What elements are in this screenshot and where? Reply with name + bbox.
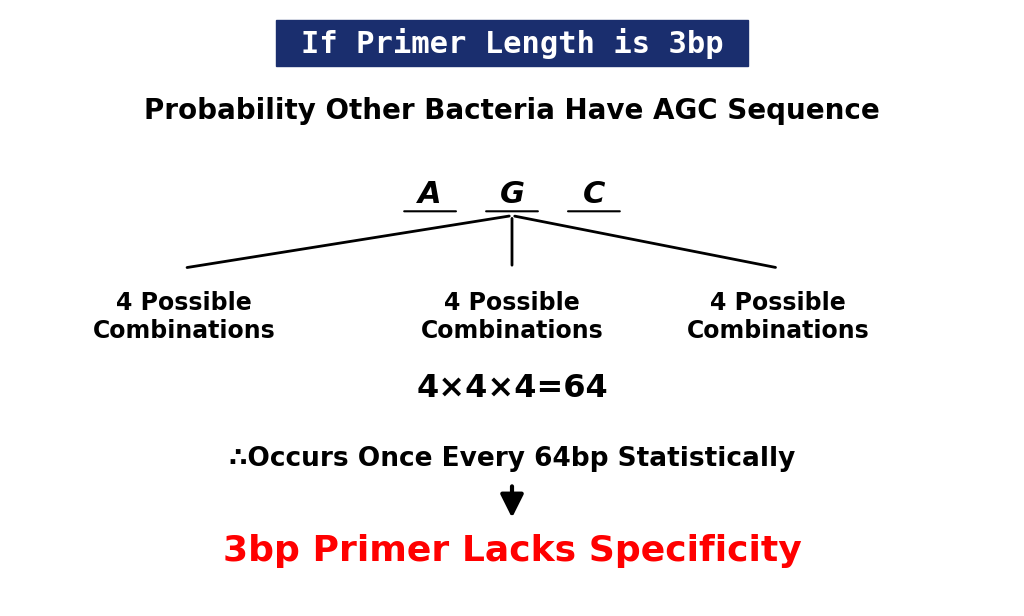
Text: 4 Possible
Combinations: 4 Possible Combinations — [421, 291, 603, 343]
Text: Probability Other Bacteria Have AGC Sequence: Probability Other Bacteria Have AGC Sequ… — [144, 97, 880, 125]
Text: ∴Occurs Once Every 64bp Statistically: ∴Occurs Once Every 64bp Statistically — [228, 446, 796, 472]
Text: 4×4×4=64: 4×4×4=64 — [416, 373, 608, 403]
Text: 4 Possible
Combinations: 4 Possible Combinations — [687, 291, 869, 343]
Text: C: C — [583, 179, 605, 209]
Text: G: G — [500, 179, 524, 209]
Text: 3bp Primer Lacks Specificity: 3bp Primer Lacks Specificity — [222, 534, 802, 569]
Text: A: A — [418, 179, 442, 209]
FancyBboxPatch shape — [276, 20, 748, 67]
Text: If Primer Length is 3bp: If Primer Length is 3bp — [301, 28, 723, 59]
Text: 4 Possible
Combinations: 4 Possible Combinations — [93, 291, 275, 343]
